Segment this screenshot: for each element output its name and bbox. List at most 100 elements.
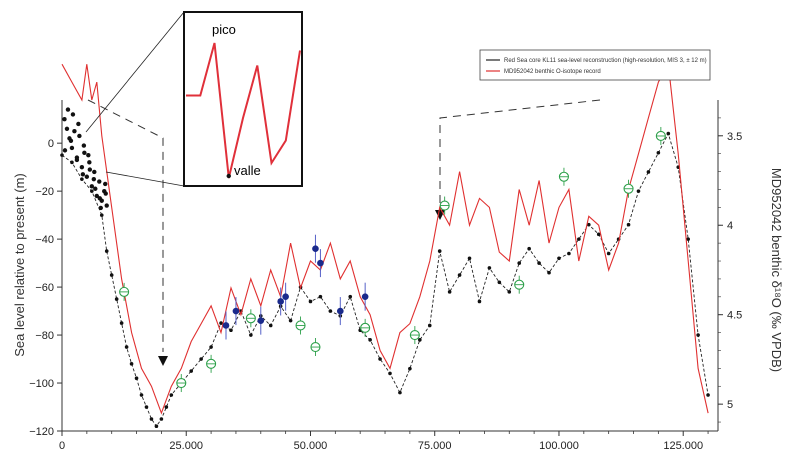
black-dot bbox=[87, 160, 92, 165]
black-dot bbox=[77, 133, 82, 139]
blue-dot bbox=[282, 293, 289, 300]
kl11-point bbox=[129, 362, 134, 366]
kl11-point bbox=[567, 251, 571, 256]
kl11-point bbox=[487, 266, 492, 270]
y-tick-left-label: −40 bbox=[35, 234, 54, 246]
black-dot bbox=[103, 181, 108, 187]
kl11-point bbox=[90, 189, 94, 193]
y-tick-left-label: −100 bbox=[29, 378, 54, 390]
kl11-point bbox=[636, 189, 641, 193]
kl11-point bbox=[427, 323, 432, 328]
series-layer bbox=[60, 62, 710, 429]
marker-layer bbox=[62, 107, 666, 393]
kl11-point bbox=[497, 280, 502, 285]
black-dot bbox=[70, 112, 76, 117]
kl11-point bbox=[646, 170, 651, 174]
kl11-point bbox=[104, 249, 109, 253]
kl11-point bbox=[626, 222, 631, 227]
kl11-point bbox=[477, 299, 482, 304]
blue-dot bbox=[257, 317, 265, 324]
inset-line bbox=[186, 42, 301, 179]
black-dot bbox=[81, 143, 87, 148]
x-tick-label: 75.000 bbox=[418, 440, 452, 452]
x-tick-label: 100.000 bbox=[539, 440, 579, 452]
kl11-point bbox=[696, 333, 700, 337]
kl11-point bbox=[209, 345, 213, 349]
series-line-md952042 bbox=[61, 62, 709, 415]
y-tick-left-label: −20 bbox=[35, 186, 54, 198]
kl11-point bbox=[368, 338, 372, 342]
blue-dot bbox=[232, 307, 240, 315]
kl11-point bbox=[527, 246, 531, 251]
kl11-point bbox=[408, 366, 412, 371]
black-dot bbox=[74, 157, 80, 163]
kl11-point bbox=[144, 405, 149, 409]
kl11-point bbox=[577, 237, 581, 241]
x-tick-label: 0 bbox=[59, 440, 65, 452]
y-axis-right-label: MD952042 benthic δ¹⁸O (‰ VPDB) bbox=[769, 168, 784, 372]
kl11-point bbox=[199, 357, 203, 361]
y-ticks-left: 0 −20 −40 −60 −80 −100 −120 bbox=[29, 138, 62, 438]
kl11-point bbox=[447, 290, 452, 294]
black-dot bbox=[92, 169, 97, 175]
inset: pico valle bbox=[85, 11, 303, 187]
black-dot bbox=[89, 184, 95, 189]
kl11-point bbox=[418, 338, 422, 342]
kl11-point bbox=[189, 369, 194, 373]
kl11-point bbox=[318, 294, 323, 299]
kl11-point bbox=[169, 393, 174, 397]
black-dot bbox=[93, 186, 98, 191]
kl11-point bbox=[154, 424, 159, 429]
black-dot bbox=[82, 150, 87, 155]
kl11-point bbox=[139, 393, 144, 397]
kl11-point bbox=[308, 299, 313, 304]
arrowhead-icon bbox=[158, 356, 168, 366]
kl11-point bbox=[666, 131, 671, 136]
y-tick-left-label: −80 bbox=[35, 330, 54, 342]
black-dot bbox=[69, 145, 75, 151]
x-tick-label: 50.000 bbox=[294, 440, 328, 452]
inset-series bbox=[186, 42, 301, 179]
series-line-kl11 bbox=[61, 132, 709, 427]
black-dot bbox=[87, 167, 93, 172]
kl11-point bbox=[288, 318, 293, 323]
black-dot bbox=[64, 126, 70, 131]
inset-valley-label: valle bbox=[234, 163, 261, 178]
kl11-point bbox=[388, 371, 392, 376]
y-tick-right-label: 5 bbox=[727, 399, 733, 411]
black-dot bbox=[76, 121, 81, 127]
kl11-point bbox=[398, 390, 402, 395]
kl11-point bbox=[586, 222, 591, 227]
kl11-point bbox=[467, 256, 472, 261]
black-dot bbox=[97, 196, 102, 201]
y-tick-right-label: 4 bbox=[727, 220, 733, 232]
x-tick-label: 25.000 bbox=[169, 440, 203, 452]
black-dot bbox=[68, 138, 74, 143]
kl11-point bbox=[517, 261, 522, 265]
kl11-point bbox=[219, 321, 223, 325]
kl11-point bbox=[268, 323, 273, 328]
black-dot bbox=[84, 174, 90, 179]
kl11-point bbox=[686, 237, 690, 241]
black-dot bbox=[62, 116, 67, 122]
kl11-point bbox=[437, 249, 442, 253]
legend-label-md952042: MD952042 benthic O-isotope record bbox=[504, 69, 601, 75]
kl11-point bbox=[70, 160, 74, 165]
blue-dot bbox=[317, 259, 324, 267]
black-dot bbox=[91, 176, 97, 182]
black-dot bbox=[86, 152, 91, 158]
black-dot bbox=[62, 148, 68, 153]
kl11-point bbox=[119, 321, 124, 325]
kl11-point bbox=[249, 333, 253, 337]
kl11-point bbox=[159, 417, 164, 421]
y-tick-left-label: −120 bbox=[29, 426, 54, 438]
inset-valley-point bbox=[226, 173, 231, 179]
dashed-guides bbox=[87, 99, 601, 352]
inset-frame bbox=[183, 11, 303, 187]
kl11-point bbox=[99, 213, 104, 217]
kl11-point bbox=[656, 150, 661, 155]
legend: Red Sea core KL11 sea-level reconstructi… bbox=[479, 49, 711, 81]
kl11-point bbox=[537, 261, 541, 265]
y-tick-left-label: −60 bbox=[35, 282, 54, 294]
kl11-point bbox=[457, 273, 462, 277]
